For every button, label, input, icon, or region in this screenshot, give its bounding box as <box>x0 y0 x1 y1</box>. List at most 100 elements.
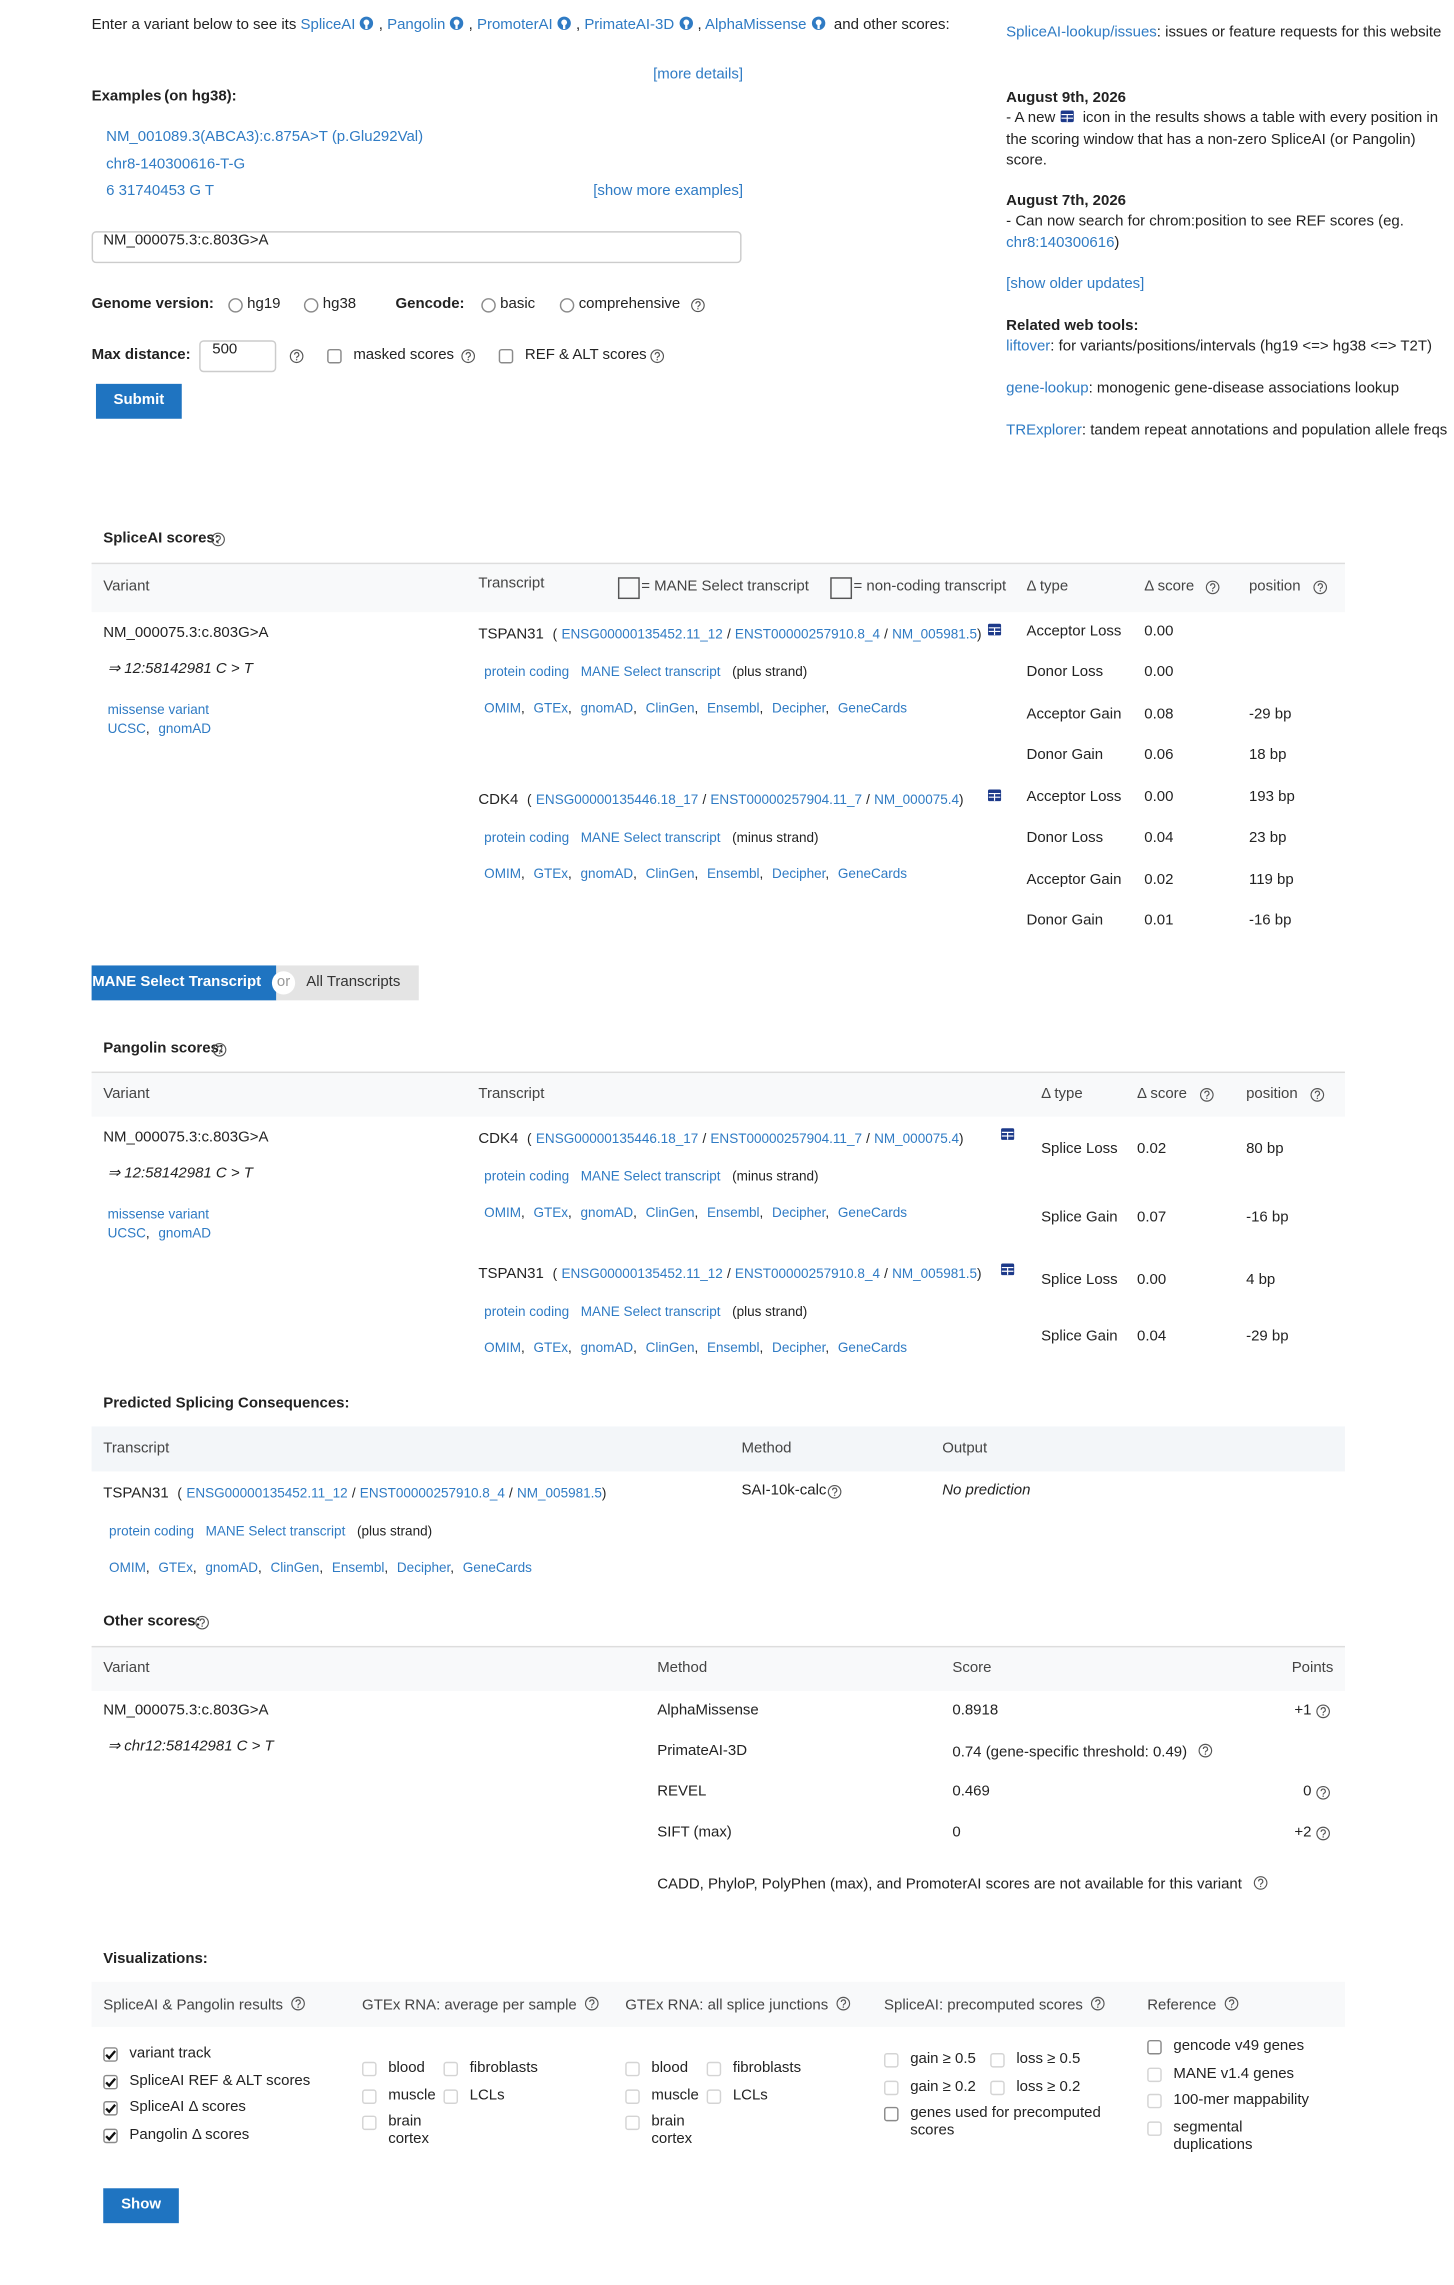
gh-icon[interactable] <box>679 16 694 31</box>
external-link[interactable]: GTEx <box>158 1560 193 1575</box>
checkbox[interactable] <box>1147 2094 1162 2109</box>
external-link[interactable]: Ensembl <box>706 1340 760 1356</box>
transcript-id-link[interactable]: ENST00000257910.8_4 <box>359 1485 505 1501</box>
checkbox[interactable] <box>103 2047 118 2062</box>
checkbox[interactable] <box>625 2088 640 2104</box>
gh-icon[interactable] <box>450 16 465 31</box>
help-icon[interactable] <box>835 1996 851 2011</box>
transcript-id-link[interactable]: ENSG00000135452.11_12 <box>561 626 723 642</box>
checkbox[interactable] <box>884 2107 899 2122</box>
external-link[interactable]: gnomAD <box>580 700 634 716</box>
help-icon[interactable] <box>1310 1088 1325 1103</box>
variant-link[interactable]: gnomAD <box>158 1225 211 1241</box>
external-link[interactable]: GeneCards <box>837 866 908 882</box>
external-link[interactable]: Decipher <box>396 1560 451 1575</box>
help-icon[interactable] <box>827 1484 842 1500</box>
checkbox[interactable] <box>362 2061 377 2077</box>
consequence-link[interactable]: missense variant <box>107 702 210 717</box>
mane-link[interactable]: MANE Select transcript <box>205 1523 346 1539</box>
checkbox[interactable] <box>498 348 514 364</box>
help-icon[interactable] <box>691 298 706 313</box>
tool-link[interactable]: liftover <box>1006 338 1051 355</box>
checkbox[interactable] <box>884 2080 899 2095</box>
gh-icon[interactable] <box>811 16 826 31</box>
example-link[interactable]: 6 31740453 G T <box>106 183 215 200</box>
external-link[interactable]: ClinGen <box>645 866 695 882</box>
help-icon[interactable] <box>461 349 476 364</box>
transcript-id-link[interactable]: ENSG00000135452.11_12 <box>561 1266 723 1281</box>
update-link[interactable]: chr8:140300616 <box>1006 234 1115 251</box>
table-icon[interactable] <box>1000 1127 1015 1142</box>
help-icon[interactable] <box>1316 1785 1331 1801</box>
checkbox[interactable] <box>327 348 342 364</box>
help-icon[interactable] <box>1313 580 1328 595</box>
external-link[interactable]: OMIM <box>109 1560 146 1575</box>
biotype-link[interactable]: protein coding <box>484 664 570 680</box>
checkbox[interactable] <box>103 2101 118 2116</box>
help-icon[interactable] <box>195 1615 210 1630</box>
external-link[interactable]: GeneCards <box>837 1205 908 1220</box>
toggle-selected[interactable]: MANE Select Transcript <box>91 965 277 1001</box>
consequence-link[interactable]: missense variant <box>107 1206 210 1222</box>
tool-link[interactable]: PrimateAI-3D <box>584 17 675 34</box>
mane-link[interactable]: MANE Select transcript <box>580 1169 721 1184</box>
external-link[interactable]: Decipher <box>772 866 826 882</box>
issues-link[interactable]: SpliceAI-lookup/issues <box>1006 24 1157 41</box>
table-icon[interactable] <box>987 788 1002 803</box>
mane-link[interactable]: MANE Select transcript <box>580 1304 721 1319</box>
external-link[interactable]: OMIM <box>484 1340 521 1356</box>
checkbox[interactable] <box>625 2115 640 2131</box>
tool-link[interactable]: SpliceAI <box>300 17 356 34</box>
biotype-link[interactable]: protein coding <box>484 1169 570 1184</box>
help-icon[interactable] <box>211 532 226 547</box>
checkbox[interactable] <box>1147 2066 1162 2082</box>
external-link[interactable]: Ensembl <box>706 866 760 882</box>
external-link[interactable]: GeneCards <box>837 700 908 716</box>
help-icon[interactable] <box>1199 1088 1215 1103</box>
external-link[interactable]: Decipher <box>772 700 826 716</box>
help-icon[interactable] <box>289 349 304 364</box>
external-link[interactable]: Ensembl <box>706 1205 760 1220</box>
checkbox[interactable] <box>443 2061 459 2077</box>
transcript-id-link[interactable]: ENSG00000135446.18_17 <box>535 1131 699 1146</box>
table-icon[interactable] <box>1060 109 1075 124</box>
tool-link[interactable]: AlphaMissense <box>704 17 807 34</box>
external-link[interactable]: GTEx <box>533 1340 569 1356</box>
mane-link[interactable]: MANE Select transcript <box>580 830 721 845</box>
checkbox[interactable] <box>706 2061 722 2077</box>
transcript-id-link[interactable]: NM_005981.5 <box>892 626 978 642</box>
external-link[interactable]: gnomAD <box>580 1340 634 1356</box>
help-icon[interactable] <box>212 1042 227 1058</box>
radio-button[interactable] <box>303 298 319 313</box>
transcript-id-link[interactable]: NM_005981.5 <box>516 1485 602 1501</box>
table-icon[interactable] <box>1000 1262 1015 1277</box>
transcript-id-link[interactable]: ENSG00000135446.18_17 <box>535 792 699 807</box>
example-link[interactable]: chr8-140300616-T-G <box>106 156 246 173</box>
tool-link[interactable]: PromoterAI <box>476 17 553 34</box>
help-icon[interactable] <box>1199 1743 1214 1758</box>
external-link[interactable]: GeneCards <box>837 1340 908 1356</box>
external-link[interactable]: ClinGen <box>645 1205 695 1220</box>
transcript-id-link[interactable]: ENSG00000135452.11_12 <box>186 1485 348 1501</box>
external-link[interactable]: OMIM <box>484 866 521 882</box>
max-distance-input[interactable]: 500 <box>199 340 277 373</box>
button[interactable]: Submit <box>95 383 182 419</box>
external-link[interactable]: ClinGen <box>645 700 695 716</box>
external-link[interactable]: Decipher <box>772 1340 826 1356</box>
radio-button[interactable] <box>559 298 575 313</box>
transcript-id-link[interactable]: NM_000075.4 <box>874 1131 960 1146</box>
search-input[interactable]: NM_000075.3:c.803G>A <box>91 231 742 264</box>
show-more-link[interactable]: [show more examples] <box>593 183 743 200</box>
tool-link[interactable]: Pangolin <box>387 17 446 34</box>
help-icon[interactable] <box>1316 1826 1331 1841</box>
checkbox[interactable] <box>706 2088 722 2104</box>
gh-icon[interactable] <box>360 16 375 31</box>
external-link[interactable]: ClinGen <box>270 1560 320 1575</box>
table-icon[interactable] <box>987 622 1002 637</box>
transcript-id-link[interactable]: NM_000075.4 <box>874 792 960 807</box>
external-link[interactable]: gnomAD <box>580 1205 634 1220</box>
biotype-link[interactable]: protein coding <box>484 830 570 845</box>
help-icon[interactable] <box>1223 1996 1239 2011</box>
checkbox[interactable] <box>625 2061 640 2077</box>
transcript-id-link[interactable]: ENST00000257910.8_4 <box>734 626 880 642</box>
